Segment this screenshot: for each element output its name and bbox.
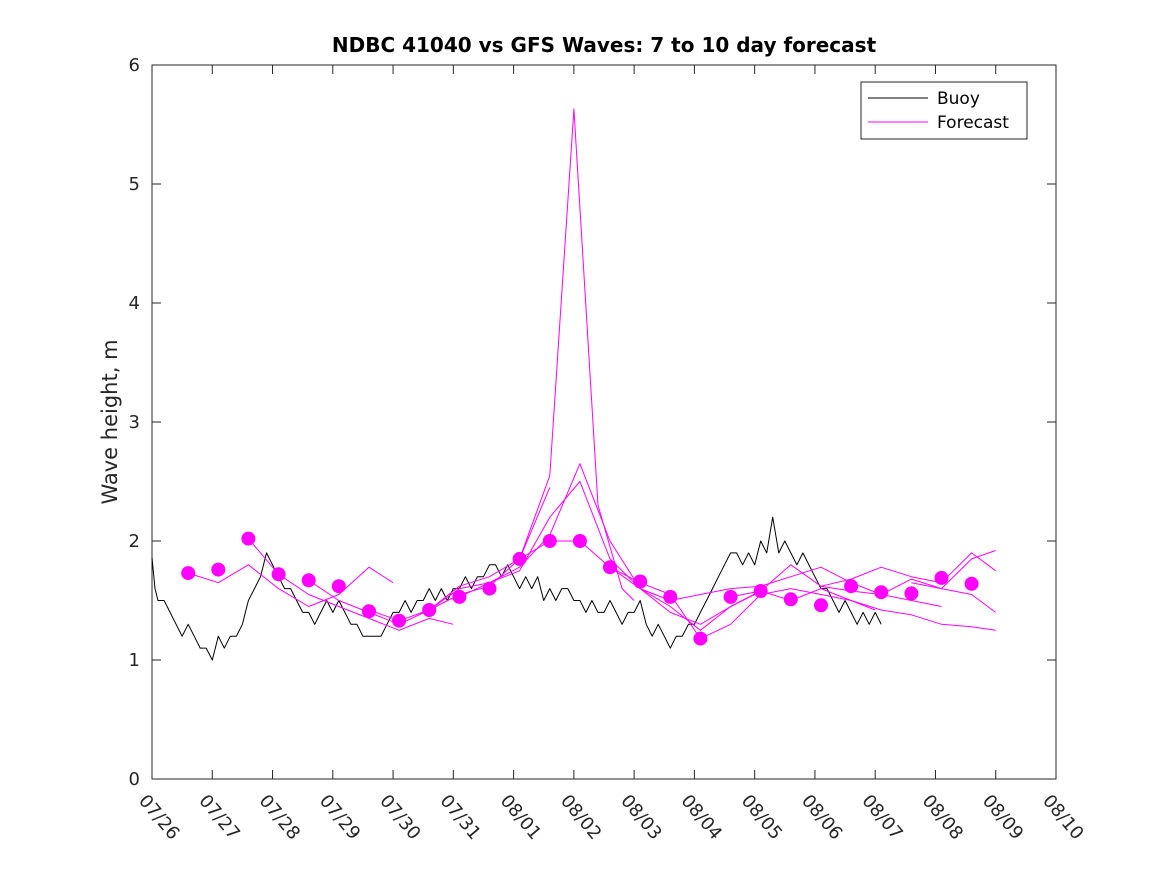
x-tick-label: 07/28: [255, 791, 304, 844]
forecast-marker: [512, 551, 527, 566]
x-tick-label: 08/06: [797, 791, 846, 844]
y-axis: 0 1 2 3 4 5 6: [129, 55, 1056, 790]
x-tick-label: 08/08: [918, 791, 967, 844]
y-tick-label: 3: [129, 412, 140, 433]
forecast-marker: [362, 604, 376, 619]
legend: Buoy Forecast: [860, 81, 1028, 140]
forecast-marker: [934, 570, 949, 585]
chart-title: NDBC 41040 vs GFS Waves: 7 to 10 day for…: [332, 33, 877, 57]
x-tick-label: 07/26: [134, 791, 183, 844]
forecast-series-line: [519, 540, 942, 607]
legend-forecast-label: Forecast: [937, 113, 1009, 133]
x-tick-label: 08/09: [978, 791, 1027, 844]
forecast-series-line: [609, 566, 996, 640]
x-tick-label: 08/04: [677, 791, 726, 844]
forecast-marker: [452, 589, 467, 604]
y-axis-label: Wave height, m: [98, 339, 122, 504]
y-tick-label: 5: [129, 174, 140, 195]
forecast-marker: [693, 631, 708, 646]
forecast-marker: [783, 592, 798, 607]
forecast-marker: [603, 560, 617, 575]
forecast-series-line: [820, 552, 996, 587]
forecast-marker: [663, 589, 678, 604]
x-tick-label: 07/30: [375, 791, 424, 844]
y-tick-label: 0: [129, 769, 140, 790]
forecast-marker: [874, 585, 889, 600]
x-tick-label: 08/03: [616, 791, 665, 844]
forecast-marker: [271, 567, 286, 582]
forecast-marker: [392, 613, 407, 628]
y-tick-label: 2: [129, 531, 140, 552]
y-tick-label: 1: [129, 650, 140, 671]
forecast-marker: [964, 576, 979, 591]
x-tick-label: 07/31: [436, 791, 485, 844]
x-tick-label: 08/02: [556, 791, 605, 844]
x-tick-label: 08/07: [857, 791, 906, 844]
forecast-marker: [482, 581, 497, 596]
legend-buoy-label: Buoy: [937, 89, 980, 109]
forecast-marker: [542, 534, 557, 548]
forecast-marker: [241, 531, 256, 546]
forecast-series-line: [428, 463, 755, 631]
x-tick-label: 08/01: [496, 791, 545, 844]
forecast-marker: [904, 586, 919, 601]
forecast-marker: [422, 603, 437, 617]
forecast-marker: [723, 589, 738, 604]
forecast-marker: [844, 579, 859, 594]
forecast-marker: [633, 574, 648, 589]
forecast-series-line: [188, 564, 394, 607]
buoy-series-line: [151, 516, 882, 661]
forecast-marker: [572, 534, 587, 548]
forecast-marker: [753, 584, 768, 598]
x-tick-label: 07/27: [194, 791, 243, 844]
marker-layer: [181, 531, 979, 646]
plot-area: [151, 64, 1057, 780]
forecast-marker: [181, 566, 196, 581]
forecast-marker: [814, 598, 828, 613]
x-tick-label: 08/05: [737, 791, 786, 844]
x-tick-label: 08/10: [1038, 791, 1087, 844]
forecast-marker: [211, 562, 226, 577]
forecast-marker: [331, 579, 346, 594]
forecast-series-line: [911, 550, 996, 590]
x-tick-label: 07/29: [315, 791, 364, 844]
forecast-series-line: [730, 564, 996, 613]
legend-box: [860, 81, 1028, 140]
forecast-marker: [301, 573, 316, 588]
y-tick-label: 6: [129, 55, 140, 76]
y-tick-label: 4: [129, 293, 140, 314]
